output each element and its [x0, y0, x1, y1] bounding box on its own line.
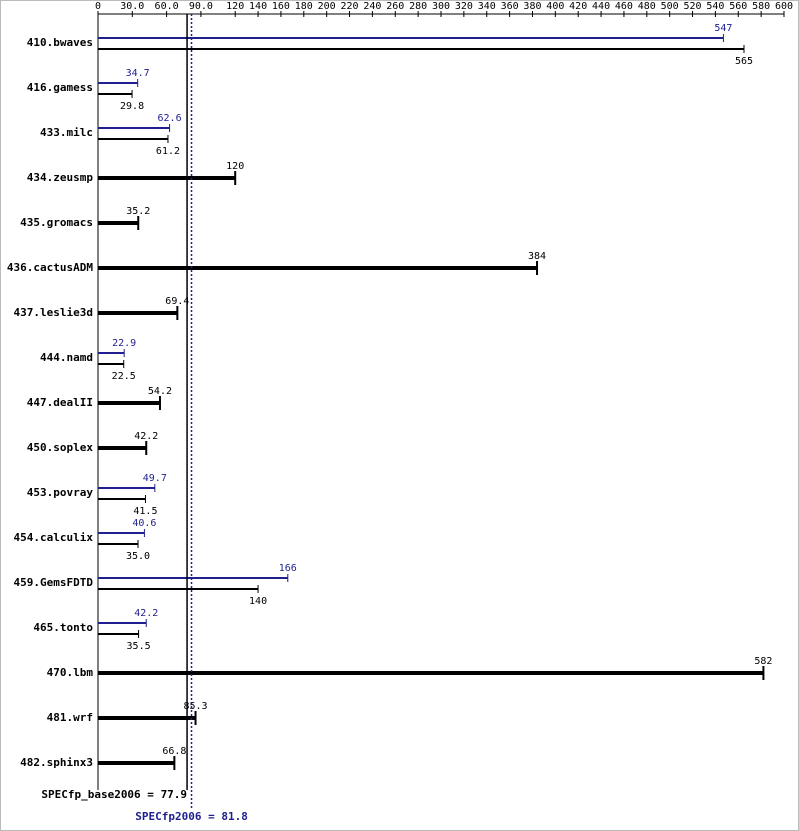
bar [98, 761, 175, 765]
x-tick-label: 300 [432, 1, 450, 12]
x-tick-label: 440 [592, 1, 610, 12]
bar [98, 176, 236, 180]
value-label: 40.6 [132, 518, 156, 529]
category-label: 465.tonto [33, 621, 93, 634]
category-label: 447.dealII [27, 396, 93, 409]
x-tick-label: 30.0 [120, 1, 144, 12]
x-tick-label: 140 [249, 1, 267, 12]
x-tick-label: 420 [569, 1, 587, 12]
value-label: 42.2 [134, 431, 158, 442]
category-label: 482.sphinx3 [20, 756, 93, 769]
x-tick-label: 400 [546, 1, 564, 12]
value-label: 35.5 [127, 641, 151, 652]
value-label: 582 [754, 656, 772, 667]
value-label: 166 [279, 563, 297, 574]
value-label: 54.2 [148, 386, 172, 397]
bar [98, 311, 178, 315]
value-label: 69.4 [165, 296, 189, 307]
category-label: 435.gromacs [20, 216, 93, 229]
category-label: 410.bwaves [27, 36, 93, 49]
reference-name: SPECfp_base2006 = [41, 788, 154, 801]
x-tick-label: 500 [661, 1, 679, 12]
value-label: 35.0 [126, 551, 150, 562]
reference-name: SPECfp2006 = [135, 810, 215, 823]
x-tick-label: 540 [706, 1, 724, 12]
x-tick-label: 180 [295, 1, 313, 12]
x-tick-label: 320 [455, 1, 473, 12]
value-label: 29.8 [120, 101, 144, 112]
x-tick-label: 120 [226, 1, 244, 12]
value-label: 22.5 [112, 371, 136, 382]
category-label: 444.namd [40, 351, 93, 364]
category-label: 450.soplex [27, 441, 94, 454]
category-label: 436.cactusADM [7, 261, 93, 274]
x-tick-label: 220 [341, 1, 359, 12]
x-tick-label: 240 [363, 1, 381, 12]
x-tick-label: 260 [386, 1, 404, 12]
value-label: 22.9 [112, 338, 136, 349]
x-tick-label: 60.0 [155, 1, 179, 12]
category-label: 454.calculix [14, 531, 94, 544]
x-tick-label: 380 [523, 1, 541, 12]
bar [98, 221, 139, 225]
x-tick-label: 90.0 [189, 1, 213, 12]
x-tick-label: 340 [478, 1, 496, 12]
category-label: 416.gamess [27, 81, 93, 94]
category-label: 437.leslie3d [14, 306, 93, 319]
x-tick-label: 0 [95, 1, 101, 12]
value-label: 140 [249, 596, 267, 607]
value-label: 35.2 [126, 206, 150, 217]
x-tick-label: 360 [501, 1, 519, 12]
x-tick-label: 280 [409, 1, 427, 12]
reference-label: SPECfp2006 = 81.8 [135, 810, 248, 823]
x-tick-label: 160 [272, 1, 290, 12]
value-label: 42.2 [134, 608, 158, 619]
reference-label: SPECfp_base2006 = 77.9 [41, 788, 187, 801]
bar [98, 716, 196, 720]
value-label: 41.5 [133, 506, 157, 517]
x-tick-label: 580 [752, 1, 770, 12]
value-label: 49.7 [143, 473, 167, 484]
bar [98, 266, 538, 270]
bar [98, 401, 160, 405]
x-tick-label: 200 [318, 1, 336, 12]
category-label: 433.milc [40, 126, 93, 139]
value-label: 120 [226, 161, 244, 172]
value-label: 66.8 [162, 746, 186, 757]
value-label: 85.3 [183, 701, 207, 712]
value-label: 61.2 [156, 146, 180, 157]
value-label: 547 [714, 23, 732, 34]
x-tick-label: 480 [638, 1, 656, 12]
bar [98, 446, 147, 450]
value-label: 34.7 [126, 68, 150, 79]
category-label: 459.GemsFDTD [14, 576, 94, 589]
x-tick-label: 600 [775, 1, 793, 12]
x-tick-label: 560 [729, 1, 747, 12]
reference-value: 81.8 [221, 810, 248, 823]
value-label: 565 [735, 56, 753, 67]
category-label: 453.povray [27, 486, 94, 499]
x-tick-label: 520 [684, 1, 702, 12]
x-tick-label: 460 [615, 1, 633, 12]
bar [98, 671, 764, 675]
value-label: 384 [528, 251, 546, 262]
category-label: 434.zeusmp [27, 171, 94, 184]
category-label: 481.wrf [47, 711, 93, 724]
reference-value: 77.9 [161, 788, 188, 801]
value-label: 62.6 [158, 113, 182, 124]
category-label: 470.lbm [47, 666, 94, 679]
